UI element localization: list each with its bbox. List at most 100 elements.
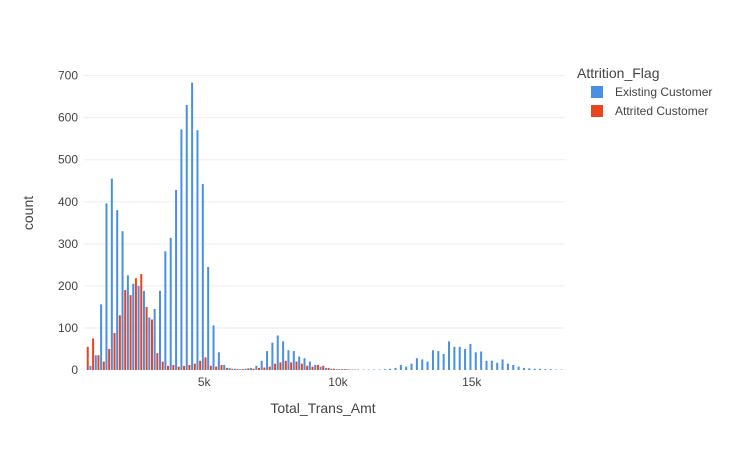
bar-attrited-customer [156,353,158,370]
bar-attrited-customer [312,367,314,370]
bar-existing-customer [282,341,284,370]
legend-label: Attrited Customer [615,104,708,118]
bar-attrited-customer [199,361,201,370]
bar-existing-customer [400,365,402,370]
bar-existing-customer [437,351,439,370]
bar-attrited-customer [130,295,132,370]
y-axis-title: count [20,196,36,230]
bar-attrited-customer [263,367,265,370]
bar-existing-customer [122,231,124,370]
bar-attrited-customer [338,369,340,370]
bar-existing-customer [191,83,193,370]
bars-layer [87,83,563,370]
bar-attrited-customer [269,367,271,370]
bar-existing-customer [523,368,525,370]
bar-attrited-customer [333,369,335,370]
bar-existing-customer [320,367,322,370]
bar-attrited-customer [103,362,105,370]
bar-existing-customer [239,369,241,370]
bar-existing-customer [539,369,541,370]
bar-existing-customer [105,203,107,370]
legend: Attrition_Flag Existing CustomerAttrited… [577,65,712,118]
bar-attrited-customer [140,274,142,370]
legend-swatch [591,105,603,117]
bar-existing-customer [518,367,520,370]
gridlines [84,76,565,328]
bar-existing-customer [304,358,306,370]
bar-attrited-customer [274,364,276,370]
bar-existing-customer [550,369,552,370]
bar-existing-customer [287,350,289,370]
bar-existing-customer [507,364,509,370]
bar-existing-customer [266,351,268,370]
bar-attrited-customer [87,347,89,370]
bar-existing-customer [298,357,300,370]
bar-attrited-customer [178,367,180,370]
bar-existing-customer [491,361,493,370]
bar-existing-customer [528,368,530,370]
bar-attrited-customer [151,320,153,370]
bar-existing-customer [405,367,407,370]
bar-existing-customer [309,362,311,370]
bar-existing-customer [336,369,338,370]
bar-existing-customer [502,359,504,370]
bar-existing-customer [186,105,188,370]
bar-existing-customer [234,369,236,370]
bar-attrited-customer [247,368,249,370]
bar-attrited-customer [92,338,94,370]
bar-existing-customer [485,361,487,370]
bar-existing-customer [159,291,161,370]
bar-existing-customer [250,368,252,370]
x-tick-label: 10k [328,375,348,389]
x-tick-label: 15k [462,375,482,389]
y-tick-label: 500 [58,153,78,167]
bar-existing-customer [325,368,327,370]
bar-existing-customer [175,190,177,370]
bar-existing-customer [127,275,129,370]
bar-attrited-customer [242,369,244,370]
bar-existing-customer [218,352,220,370]
bar-existing-customer [223,365,225,370]
bar-existing-customer [261,361,263,370]
bar-existing-customer [202,184,204,370]
bar-attrited-customer [328,368,330,370]
y-tick-label: 700 [58,69,78,83]
bar-existing-customer [245,369,247,370]
bar-attrited-customer [188,365,190,370]
bar-existing-customer [293,351,295,370]
bar-existing-customer [464,349,466,370]
bar-existing-customer [229,368,231,370]
bar-attrited-customer [146,307,148,370]
bar-existing-customer [132,284,134,370]
bar-attrited-customer [301,364,303,370]
bar-attrited-customer [295,362,297,370]
bar-existing-customer [453,347,455,370]
bar-attrited-customer [215,367,217,370]
bar-attrited-customer [97,355,99,370]
bar-attrited-customer [172,365,174,370]
bar-attrited-customer [183,366,185,370]
y-tick-label: 0 [71,363,78,377]
bar-existing-customer [421,359,423,370]
bar-attrited-customer [344,369,346,370]
bar-existing-customer [475,352,477,370]
bar-existing-customer [180,129,182,370]
y-tick-label: 400 [58,195,78,209]
bar-attrited-customer [258,368,260,370]
y-tick-label: 300 [58,237,78,251]
bar-attrited-customer [279,362,281,370]
bar-attrited-customer [290,362,292,370]
y-tick-label: 100 [58,321,78,335]
bar-existing-customer [111,179,113,370]
bar-attrited-customer [285,361,287,370]
bar-existing-customer [544,369,546,370]
bar-attrited-customer [135,278,137,370]
bar-existing-customer [448,341,450,370]
bar-existing-customer [138,286,140,370]
bar-attrited-customer [119,315,121,370]
bar-existing-customer [411,364,413,370]
bar-existing-customer [89,366,91,370]
bar-attrited-customer [231,369,233,370]
